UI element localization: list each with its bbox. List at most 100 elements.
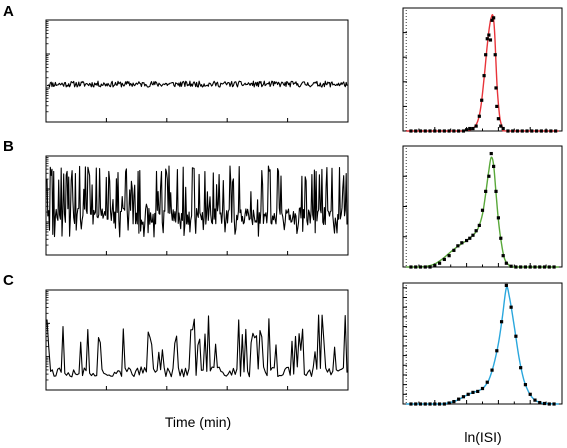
- data-point: [542, 265, 547, 269]
- plot-frame: [45, 289, 349, 391]
- data-point: [492, 164, 496, 169]
- time-axis-title: Time (min): [165, 414, 231, 430]
- data-point: [480, 98, 484, 102]
- data-point: [471, 233, 475, 237]
- plot-frame: [45, 19, 349, 123]
- data-point: [549, 129, 553, 133]
- data-point: [496, 216, 500, 220]
- data-point: [423, 402, 427, 406]
- data-point: [477, 114, 481, 118]
- panel-letter-b: B: [3, 138, 14, 155]
- data-point: [433, 129, 437, 133]
- data-point: [447, 129, 451, 133]
- data-point: [457, 129, 461, 133]
- data-point: [487, 174, 491, 178]
- data-point: [466, 392, 470, 396]
- ifr-trace: [46, 165, 348, 238]
- data-point: [452, 129, 456, 133]
- data-point: [554, 129, 558, 133]
- ifr-time-series-panel-a: [45, 19, 349, 123]
- data-point: [509, 264, 513, 268]
- fit-curve: [406, 14, 559, 132]
- data-point: [428, 129, 432, 133]
- data-point: [519, 366, 523, 370]
- data-point: [423, 265, 427, 269]
- data-point: [494, 86, 498, 90]
- data-point: [493, 53, 497, 57]
- data-point: [489, 151, 493, 156]
- data-point: [525, 129, 529, 133]
- data-point: [547, 265, 551, 269]
- data-point: [538, 265, 542, 269]
- data-point: [506, 129, 510, 133]
- ifr-trace: [46, 314, 348, 378]
- data-point: [409, 129, 413, 133]
- data-point: [461, 129, 466, 133]
- data-point: [484, 189, 488, 193]
- isi-distribution-panel-b: [402, 145, 563, 269]
- data-point: [514, 265, 518, 269]
- data-point: [495, 349, 499, 353]
- data-point: [528, 265, 532, 269]
- isi-distribution-panel-a: [402, 7, 563, 133]
- data-point: [494, 189, 498, 193]
- plot-frame: [402, 7, 563, 132]
- plot-frame: [402, 282, 563, 405]
- panel-letter-a: A: [3, 3, 14, 20]
- data-point: [528, 392, 532, 396]
- ifr-time-series-panel-b: [45, 155, 349, 256]
- data-point: [496, 117, 500, 121]
- data-point: [484, 53, 488, 57]
- data-point: [418, 402, 423, 406]
- data-point: [552, 402, 556, 406]
- data-point: [485, 37, 489, 41]
- data-point: [447, 401, 451, 405]
- data-point: [474, 229, 478, 233]
- data-point: [437, 402, 442, 406]
- data-point: [519, 265, 523, 269]
- data-point: [428, 402, 432, 406]
- data-point: [499, 124, 503, 128]
- data-point: [490, 368, 494, 372]
- data-point: [442, 402, 446, 406]
- data-point: [533, 265, 537, 269]
- data-point: [433, 402, 437, 406]
- data-point: [487, 33, 491, 37]
- data-point: [468, 236, 472, 240]
- data-point: [511, 129, 515, 133]
- data-point: [460, 241, 464, 245]
- data-point: [495, 104, 499, 108]
- data-point: [501, 126, 505, 131]
- data-point: [520, 129, 524, 133]
- data-point: [474, 124, 478, 128]
- data-point: [442, 129, 446, 133]
- data-point: [437, 261, 442, 265]
- data-point: [457, 397, 461, 401]
- ifr-trace: [46, 80, 348, 88]
- panel-letter-c: C: [3, 272, 14, 289]
- isi-axis-title: ln(ISI): [464, 429, 501, 445]
- data-point: [477, 223, 481, 228]
- data-point: [523, 265, 528, 269]
- data-point: [456, 244, 460, 248]
- data-point: [468, 126, 472, 131]
- data-point: [461, 395, 466, 399]
- data-point: [499, 236, 503, 240]
- data-point: [509, 305, 513, 309]
- data-point: [534, 129, 539, 133]
- fit-curve: [406, 156, 559, 268]
- data-point: [499, 320, 504, 324]
- data-point: [471, 390, 475, 394]
- data-point: [490, 18, 494, 22]
- ifr-time-series-panel-c: [45, 289, 349, 391]
- data-point: [492, 16, 496, 20]
- data-point: [482, 74, 486, 78]
- data-point: [437, 129, 442, 133]
- data-point: [539, 129, 543, 133]
- data-point: [476, 389, 480, 394]
- data-point: [418, 265, 423, 269]
- data-point: [447, 254, 451, 258]
- data-point: [414, 402, 418, 406]
- plot-frame: [402, 145, 563, 268]
- data-point: [423, 129, 427, 133]
